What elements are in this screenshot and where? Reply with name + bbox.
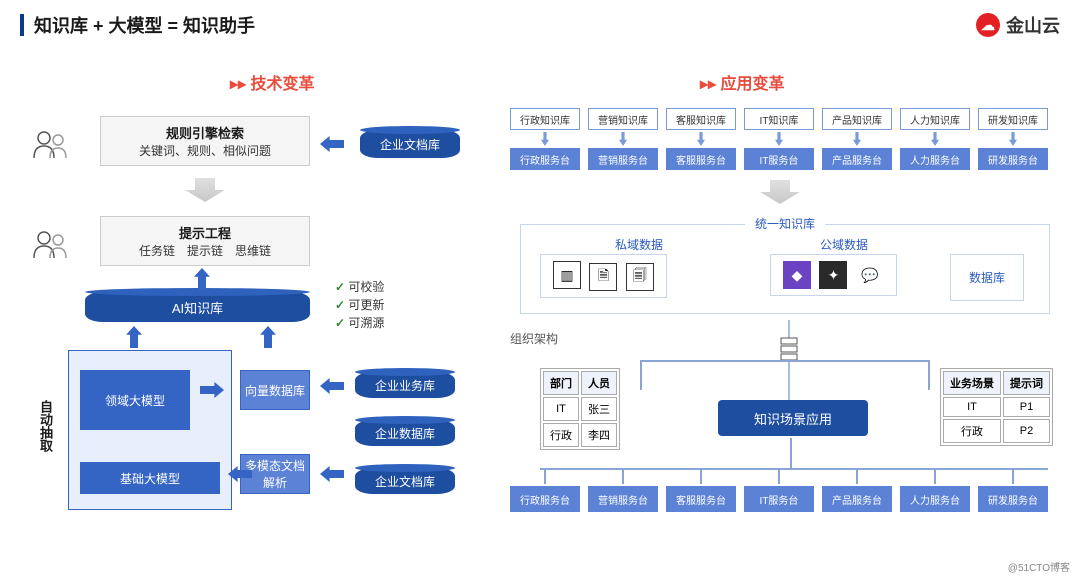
small-arrow-down-icon <box>1009 132 1017 146</box>
arrow-down-icon <box>185 178 225 202</box>
kb-item: 营销知识库 <box>588 108 658 130</box>
database-box: 数据库 <box>950 254 1024 301</box>
rule-engine-title: 规则引擎检索 <box>107 123 303 142</box>
bottom-svc-item: IT服务台 <box>744 486 814 512</box>
base-model: 基础大模型 <box>80 462 220 494</box>
ai-kb-cylinder: AI知识库 <box>85 292 310 322</box>
vector-db: 向量数据库 <box>240 370 310 410</box>
bottom-svc-item: 客服服务台 <box>666 486 736 512</box>
users-icon-2 <box>30 228 70 264</box>
small-arrow-down-icon <box>775 132 783 146</box>
rule-engine-sub: 关键词、规则、相似问题 <box>107 142 303 159</box>
public-data-label: 公域数据 <box>820 236 868 253</box>
domain-model: 领域大模型 <box>80 370 190 430</box>
check-3: 可溯源 <box>335 314 384 332</box>
cloud-icon: ☁ <box>976 13 1000 37</box>
prompt-eng-box: 提示工程 任务链 提示链 思维链 <box>100 216 310 266</box>
bottom-svc-item: 产品服务台 <box>822 486 892 512</box>
th-scene: 业务场景 <box>943 371 1001 395</box>
chat-icon: 💬 <box>856 261 884 289</box>
checklist: 可校验 可更新 可溯源 <box>335 278 384 332</box>
arrow-up-2 <box>126 326 142 348</box>
bottom-svc-item: 行政服务台 <box>510 486 580 512</box>
connector-4 <box>928 360 930 390</box>
svc-item: 研发服务台 <box>978 148 1048 170</box>
svc-item: 营销服务台 <box>588 148 658 170</box>
th-dept: 部门 <box>543 371 579 395</box>
public-data-icons: ◆ ✦ 💬 <box>770 254 897 296</box>
book-icon: ▥ <box>553 261 581 289</box>
header-accent-bar <box>20 14 24 36</box>
th-prompt: 提示词 <box>1003 371 1050 395</box>
brand-text: 金山云 <box>1006 12 1060 38</box>
arrow-left-icon <box>320 136 344 152</box>
svc-item: 客服服务台 <box>666 148 736 170</box>
kb-item: 产品知识库 <box>822 108 892 130</box>
check-1: 可校验 <box>335 278 384 296</box>
small-arrow-down-icon <box>619 132 627 146</box>
kb-item: IT知识库 <box>744 108 814 130</box>
prompt-eng-sub: 任务链 提示链 思维链 <box>107 242 303 259</box>
kb-item: 行政知识库 <box>510 108 580 130</box>
private-data-icons: ▥ 🗎 🗐 <box>540 254 667 298</box>
org-table: 部门人员 IT张三 行政李四 <box>540 368 620 450</box>
doc-db-2: 企业文档库 <box>355 468 455 494</box>
small-arrow-down-icon <box>853 132 861 146</box>
page-title: 知识库 + 大模型 = 知识助手 <box>34 12 255 38</box>
connector-5 <box>790 438 792 468</box>
arrow-down-right <box>760 180 800 204</box>
small-arrow-down-icon <box>931 132 939 146</box>
private-data-label: 私域数据 <box>615 236 663 253</box>
connector-3 <box>640 360 642 390</box>
connector-6 <box>540 468 1048 470</box>
section-app: 应用变革 <box>700 70 785 94</box>
th-person: 人员 <box>581 371 617 395</box>
arrow-up-icon <box>194 268 210 290</box>
brand-logo: ☁ 金山云 <box>976 12 1060 38</box>
doc-icon: 🗎 <box>589 263 617 291</box>
check-2: 可更新 <box>335 296 384 314</box>
bottom-svc-item: 研发服务台 <box>978 486 1048 512</box>
small-arrow-down-icon <box>697 132 705 146</box>
rule-engine-box: 规则引擎检索 关键词、规则、相似问题 <box>100 116 310 166</box>
connector-1 <box>640 360 790 362</box>
org-struct-label: 组织架构 <box>510 330 558 347</box>
footer-watermark: @51CTO博客 <box>1008 559 1070 574</box>
svc-item: IT服务台 <box>744 148 814 170</box>
arrow-left-3 <box>320 378 344 394</box>
unified-kb-title: 统一知识库 <box>745 215 825 232</box>
arrow-up-3 <box>260 326 276 348</box>
scene-app: 知识场景应用 <box>718 400 868 436</box>
kb-item: 人力知识库 <box>900 108 970 130</box>
svc-item: 产品服务台 <box>822 148 892 170</box>
prompt-eng-title: 提示工程 <box>107 223 303 242</box>
connector-2 <box>790 360 930 362</box>
app-icon-2: ✦ <box>819 261 847 289</box>
svc-item: 行政服务台 <box>510 148 580 170</box>
small-arrow-down-icon <box>541 132 549 146</box>
app-icon-1: ◆ <box>783 261 811 289</box>
section-tech: 技术变革 <box>230 70 315 94</box>
auto-extract-label: 自动抽取 <box>36 400 55 452</box>
data-db: 企业数据库 <box>355 420 455 446</box>
kb-item: 客服知识库 <box>666 108 736 130</box>
doc-db-cylinder: 企业文档库 <box>360 130 460 158</box>
bottom-svc-item: 营销服务台 <box>588 486 658 512</box>
kb-item: 研发知识库 <box>978 108 1048 130</box>
arrow-left-4 <box>320 466 344 482</box>
header: 知识库 + 大模型 = 知识助手 <box>0 0 1080 50</box>
bottom-svc-item: 人力服务台 <box>900 486 970 512</box>
scene-table: 业务场景提示词 ITP1 行政P2 <box>940 368 1053 446</box>
svc-item: 人力服务台 <box>900 148 970 170</box>
file-icon: 🗐 <box>626 263 654 291</box>
biz-db: 企业业务库 <box>355 372 455 398</box>
users-icon <box>30 128 70 164</box>
